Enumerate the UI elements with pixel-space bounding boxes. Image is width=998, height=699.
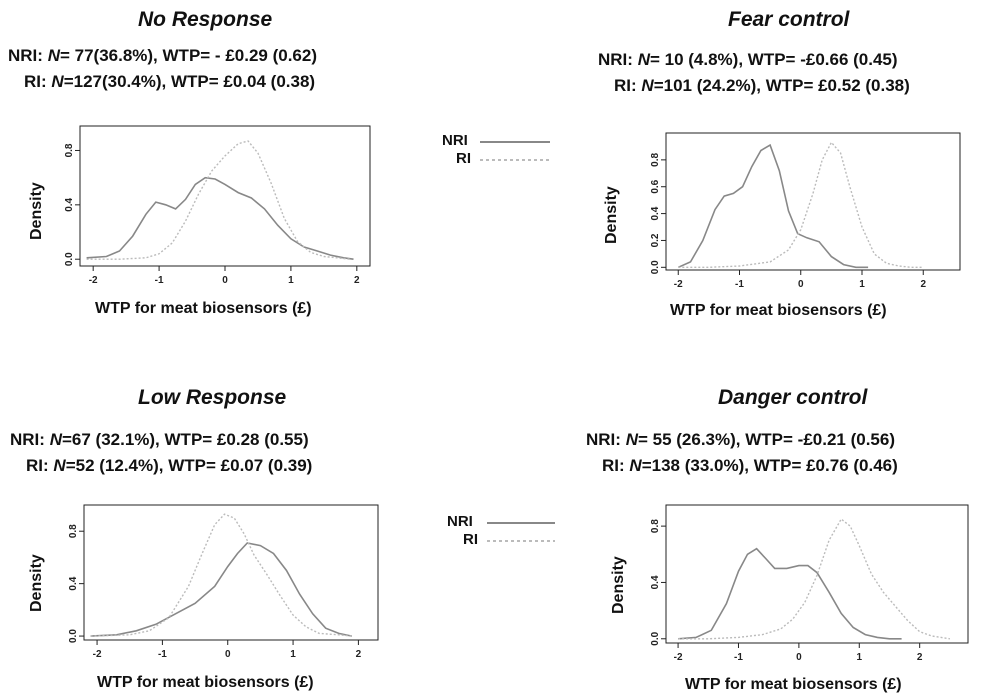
stat-line-nri: NRI: N= 77(36.8%), WTP= - £0.29 (0.62): [8, 46, 317, 65]
x-axis-label: WTP for meat biosensors (£): [95, 300, 312, 317]
series-line-ri: [678, 518, 951, 640]
stat-line-ri: RI: N=138 (33.0%), WTP= £0.76 (0.46): [602, 456, 898, 475]
x-tick-label: 0: [796, 652, 802, 663]
series-line-ri: [86, 140, 351, 260]
x-tick-label: -2: [89, 275, 98, 286]
x-tick-label: 1: [288, 275, 294, 286]
legend-label-nri: NRI: [447, 513, 473, 530]
y-tick-label: 0.8: [68, 524, 79, 538]
x-tick-label: 2: [354, 275, 360, 286]
panel-title-fear-control: Fear control: [728, 8, 850, 31]
y-tick-label: 0.0: [68, 629, 79, 643]
plot-frame: [665, 504, 969, 644]
y-tick-label: 0.4: [650, 575, 661, 589]
y-tick-label: 0.0: [650, 260, 661, 274]
x-tick-label: 2: [920, 279, 926, 290]
series-line-nri: [90, 542, 353, 637]
legend-label-nri: NRI: [442, 132, 468, 149]
stat-line-ri: RI: N=52 (12.4%), WTP= £0.07 (0.39): [26, 456, 313, 475]
stat-line-nri: NRI: N= 55 (26.3%), WTP= -£0.21 (0.56): [586, 430, 895, 449]
y-axis-label: Density: [610, 556, 627, 614]
x-axis-label: WTP for meat biosensors (£): [670, 302, 887, 319]
x-tick-label: -1: [735, 279, 744, 290]
stat-line-nri: NRI: N=67 (32.1%), WTP= £0.28 (0.55): [10, 430, 309, 449]
plot-frame: [665, 132, 961, 271]
x-tick-label: 1: [859, 279, 865, 290]
x-tick-label: -1: [155, 275, 164, 286]
y-tick-label: 0.0: [64, 252, 75, 266]
x-tick-label: -2: [93, 649, 102, 660]
legend: NRI RI: [447, 513, 567, 553]
legend-label-ri: RI: [463, 531, 478, 548]
panel-title-low-response: Low Response: [138, 386, 287, 409]
y-tick-label: 0.0: [650, 631, 661, 645]
x-tick-label: -2: [674, 279, 683, 290]
x-tick-label: 1: [856, 652, 862, 663]
y-tick-label: 0.8: [650, 152, 661, 166]
x-axis-label: WTP for meat biosensors (£): [685, 676, 902, 693]
x-tick-label: -1: [734, 652, 743, 663]
legend: NRI RI: [442, 132, 562, 172]
y-tick-label: 0.8: [64, 143, 75, 157]
panel-title-danger-control: Danger control: [718, 386, 868, 409]
stat-line-ri: RI: N=127(30.4%), WTP= £0.04 (0.38): [24, 72, 316, 91]
series-line-ri: [678, 141, 924, 268]
y-tick-label: 0.6: [650, 179, 661, 193]
x-tick-label: 2: [917, 652, 923, 663]
plot-frame: [83, 504, 379, 641]
panel-title-no-response: No Response: [138, 8, 273, 31]
y-tick-label: 0.8: [650, 519, 661, 533]
x-tick-label: -1: [158, 649, 167, 660]
x-tick-label: -2: [674, 652, 683, 663]
series-line-ri: [90, 513, 352, 637]
x-tick-label: 0: [225, 649, 231, 660]
x-tick-label: 1: [290, 649, 296, 660]
y-tick-label: 0.4: [650, 206, 661, 220]
x-tick-label: 0: [222, 275, 228, 286]
stat-line-ri: RI: N=101 (24.2%), WTP= £0.52 (0.38): [614, 76, 910, 95]
x-tick-label: 2: [356, 649, 362, 660]
stat-line-nri: NRI: N= 10 (4.8%), WTP= -£0.66 (0.45): [598, 50, 898, 69]
x-axis-label: WTP for meat biosensors (£): [97, 674, 314, 691]
series-line-nri: [678, 547, 902, 640]
y-tick-label: 0.4: [68, 576, 79, 590]
y-tick-label: 0.2: [650, 233, 661, 247]
series-line-nri: [86, 176, 354, 260]
series-line-nri: [677, 143, 869, 269]
y-tick-label: 0.4: [64, 197, 75, 211]
legend-label-ri: RI: [456, 150, 471, 167]
x-tick-label: 0: [798, 279, 804, 290]
